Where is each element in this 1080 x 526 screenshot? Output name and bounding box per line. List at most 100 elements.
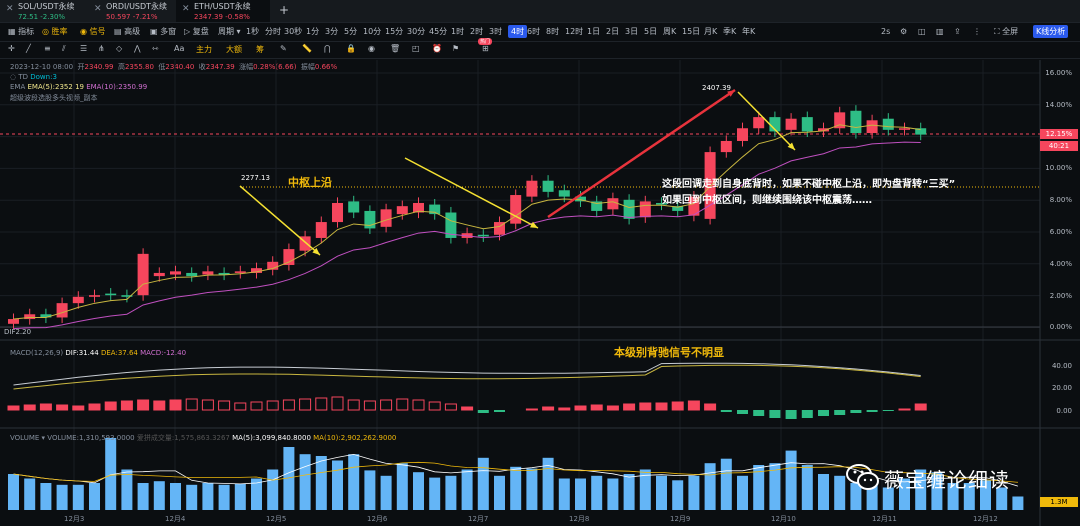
- td-indicator[interactable]: ◌ TD Down:3: [10, 73, 57, 81]
- candle-body: [251, 268, 262, 273]
- interval-24[interactable]: 季K: [723, 27, 737, 36]
- interval-10[interactable]: 1时: [451, 27, 465, 36]
- interval-14[interactable]: 6时: [527, 27, 541, 36]
- interval-20[interactable]: 5日: [644, 27, 658, 36]
- close-icon[interactable]: ✕: [6, 4, 14, 14]
- text-tool[interactable]: Aa: [174, 44, 185, 53]
- interval-9[interactable]: 45分: [429, 27, 448, 36]
- line-tool-icon[interactable]: ╱: [26, 44, 31, 53]
- macd-bar: [753, 410, 765, 416]
- alert-icon[interactable]: ⏰: [432, 44, 442, 53]
- pitchfork-icon[interactable]: ⋔: [98, 44, 105, 53]
- interval-1[interactable]: 分时: [265, 27, 281, 36]
- layers-icon[interactable]: ◰: [412, 44, 420, 53]
- large-order-tool[interactable]: 大额: [226, 45, 242, 54]
- interval-0[interactable]: 1秒: [246, 27, 260, 36]
- volume-bar: [737, 475, 748, 510]
- tab-sol[interactable]: ✕ SOL/USDT永续 72.51 -2.30%: [0, 0, 88, 22]
- measure-tool-icon[interactable]: ⇿: [152, 44, 159, 53]
- arrow-up: [547, 88, 736, 219]
- macd-info[interactable]: MACD(12,26,9) DIF:31.44 DEA:37.64 MACD:-…: [10, 349, 187, 357]
- interval-4[interactable]: 3分: [325, 27, 339, 36]
- close-icon[interactable]: ✕: [94, 4, 102, 14]
- time-axis-label: 12月6: [367, 515, 388, 523]
- winrate-button[interactable]: ◎ 胜率: [42, 27, 68, 36]
- period-button[interactable]: 周期 ▾: [218, 27, 241, 36]
- interval-11[interactable]: 2时: [470, 27, 484, 36]
- eye-icon[interactable]: ◉: [368, 44, 375, 53]
- note-line-2: 如果回到中枢区间，则继续围绕该中枢震荡……: [662, 195, 872, 206]
- interval-2[interactable]: 30秒: [284, 27, 303, 36]
- interval-21[interactable]: 周K: [663, 27, 677, 36]
- macd-bar: [234, 402, 247, 411]
- arrow-down-3-head: [787, 142, 795, 150]
- macd-bar: [396, 398, 409, 411]
- interval-15[interactable]: 8时: [546, 27, 560, 36]
- hot-badge: 热门: [478, 38, 493, 45]
- volume-bar: [931, 472, 943, 510]
- pen-icon[interactable]: ✎: [280, 44, 287, 53]
- lock-icon[interactable]: 🔒: [346, 44, 356, 53]
- share-icon[interactable]: ⇪: [954, 27, 961, 36]
- custom-indicator[interactable]: 超级波段选股多头视频_副本: [10, 94, 98, 102]
- volume-bar: [153, 481, 165, 510]
- interval-5[interactable]: 5分: [344, 27, 358, 36]
- interval-23[interactable]: 月K: [704, 27, 718, 36]
- pattern-tool-icon[interactable]: ⋀: [134, 44, 141, 53]
- speed-label[interactable]: 2s: [881, 27, 891, 36]
- price-axis-label: 14.00%: [1045, 100, 1072, 109]
- note-line-1: 这段回调走到自身底背时，如果不碰中枢上沿，即为盘背转“三买”: [662, 179, 956, 190]
- volume-info[interactable]: VOLUME ▾ VOLUME:1,310,593.0000 爱拼成交量:1,5…: [10, 434, 397, 442]
- interval-8[interactable]: 30分: [407, 27, 426, 36]
- interval-6[interactable]: 10分: [363, 27, 382, 36]
- interval-19[interactable]: 3日: [625, 27, 639, 36]
- fullscreen-button[interactable]: ⛶ 全屏: [994, 27, 1019, 36]
- macd-bar: [39, 403, 52, 411]
- signal-button[interactable]: ◉ 信号: [80, 27, 106, 36]
- drag-icon[interactable]: ⋮: [973, 27, 981, 36]
- shape-tool-icon[interactable]: ◇: [116, 44, 123, 53]
- macd-bar: [250, 401, 263, 411]
- hline-tool-icon[interactable]: ≡: [44, 44, 51, 53]
- ema-indicator[interactable]: EMA EMA(5):2352.19 EMA(10):2350.99: [10, 83, 148, 91]
- indicator-button[interactable]: ▦ 指标: [8, 27, 35, 36]
- indicator-eye-icon[interactable]: ◌: [10, 73, 17, 81]
- main-force-tool[interactable]: 主力: [196, 45, 212, 54]
- advanced-button[interactable]: ▤ 高级: [114, 27, 141, 36]
- interval-22[interactable]: 15日: [682, 27, 701, 36]
- tab-ordi[interactable]: ✕ ORDI/USDT永续 50.597 -7.21%: [88, 0, 176, 22]
- magnet-icon[interactable]: ⋂: [324, 44, 331, 53]
- interval-17[interactable]: 1日: [587, 27, 601, 36]
- replay-button[interactable]: ▷ 复盘: [184, 27, 209, 36]
- channel-tool-icon[interactable]: ⫽: [62, 44, 66, 53]
- interval-12[interactable]: 3时: [489, 27, 503, 36]
- macd-bar: [866, 410, 878, 412]
- flag-icon[interactable]: ⚑: [452, 44, 460, 53]
- ruler-icon[interactable]: 📏: [302, 44, 312, 53]
- add-tab-icon[interactable]: +: [279, 3, 290, 17]
- macd-bar: [282, 399, 295, 411]
- interval-3[interactable]: 1分: [306, 27, 320, 36]
- interval-25[interactable]: 年K: [742, 27, 756, 36]
- chips-tool[interactable]: 筹: [256, 45, 264, 54]
- tab-eth[interactable]: ✕ ETH/USDT永续 2347.39 -0.58%: [176, 0, 270, 22]
- close-icon[interactable]: ✕: [182, 4, 190, 14]
- interval-7[interactable]: 15分: [385, 27, 404, 36]
- time-axis-label: 12月5: [266, 515, 287, 523]
- tab-name: ETH/USDT永续: [194, 2, 251, 11]
- trash-icon[interactable]: 🗑: [390, 44, 401, 53]
- multi-window-button[interactable]: ▣ 多窗: [150, 27, 177, 36]
- kline-analysis-button[interactable]: K线分析: [1033, 25, 1069, 38]
- fib-tool-icon[interactable]: ☰: [80, 44, 88, 53]
- volume-bar: [299, 454, 311, 510]
- macd-bar: [120, 400, 133, 411]
- interval-16[interactable]: 12时: [565, 27, 584, 36]
- layout-icon[interactable]: ▥: [936, 27, 944, 36]
- camera-icon[interactable]: ◫: [918, 27, 926, 36]
- settings-icon[interactable]: ⚙: [900, 27, 908, 36]
- interval-18[interactable]: 2日: [606, 27, 620, 36]
- interval-13[interactable]: 4时: [508, 25, 528, 38]
- crosshair-icon[interactable]: ✛: [8, 44, 15, 53]
- hot-tool-icon[interactable]: ⊞: [482, 44, 489, 53]
